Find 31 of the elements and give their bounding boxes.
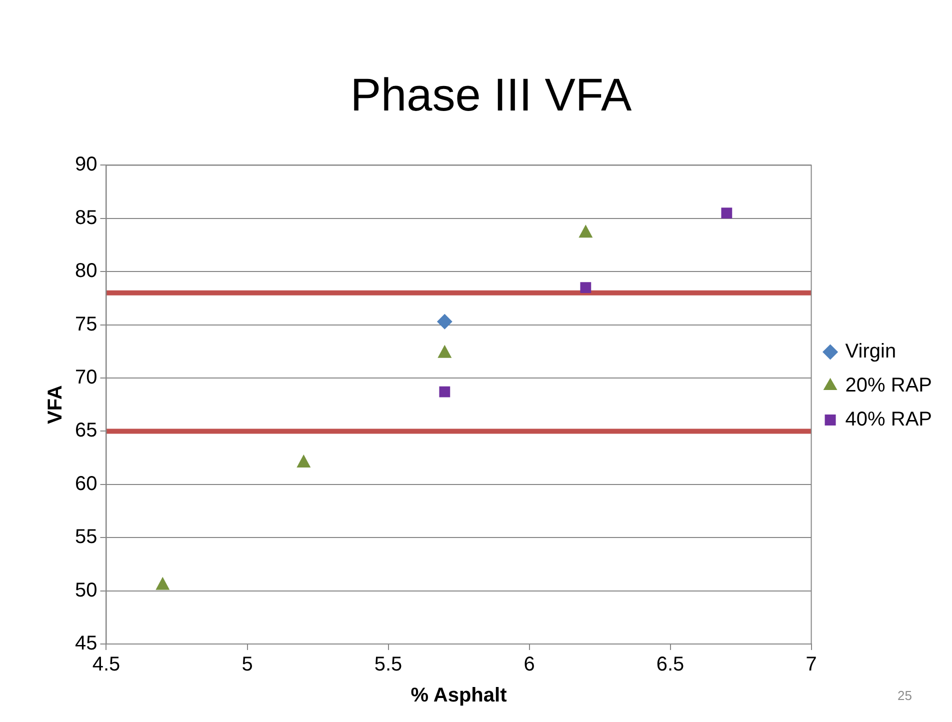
point <box>296 454 311 468</box>
y-tick-label: 90 <box>74 154 98 176</box>
x-axis-title: % Asphalt <box>410 684 508 707</box>
x-tick-label: 5 <box>242 654 253 676</box>
y-tick-label: 65 <box>74 420 98 442</box>
y-tick-label: 80 <box>74 260 98 282</box>
point <box>437 314 452 330</box>
legend-label: Virgin <box>845 340 896 363</box>
y-tick-label: 75 <box>74 313 98 336</box>
chart-title: Phase III VFA <box>350 68 632 120</box>
x-tick-label: 7 <box>806 654 817 676</box>
point <box>156 576 170 590</box>
x-tick-label: 6.5 <box>656 654 684 676</box>
point <box>721 208 732 219</box>
legend-label: 20% RAP <box>845 374 932 397</box>
y-tick-label: 55 <box>74 526 98 548</box>
x-tick-label: 4.5 <box>92 654 120 676</box>
legend-label: 40% RAP <box>845 408 932 431</box>
y-tick-label: 70 <box>74 366 98 389</box>
y-tick-label: 50 <box>74 579 98 602</box>
y-tick-label: 60 <box>74 472 98 495</box>
y-tick-label: 85 <box>74 206 98 229</box>
point <box>438 344 452 358</box>
y-tick-label: 45 <box>74 632 98 655</box>
point <box>439 386 450 398</box>
x-tick-label: 5.5 <box>374 654 402 676</box>
x-tick-label: 6 <box>524 654 535 676</box>
point <box>580 282 592 294</box>
y-axis-title: VFA <box>44 385 67 424</box>
point <box>578 224 593 238</box>
text: 25 <box>898 688 912 703</box>
